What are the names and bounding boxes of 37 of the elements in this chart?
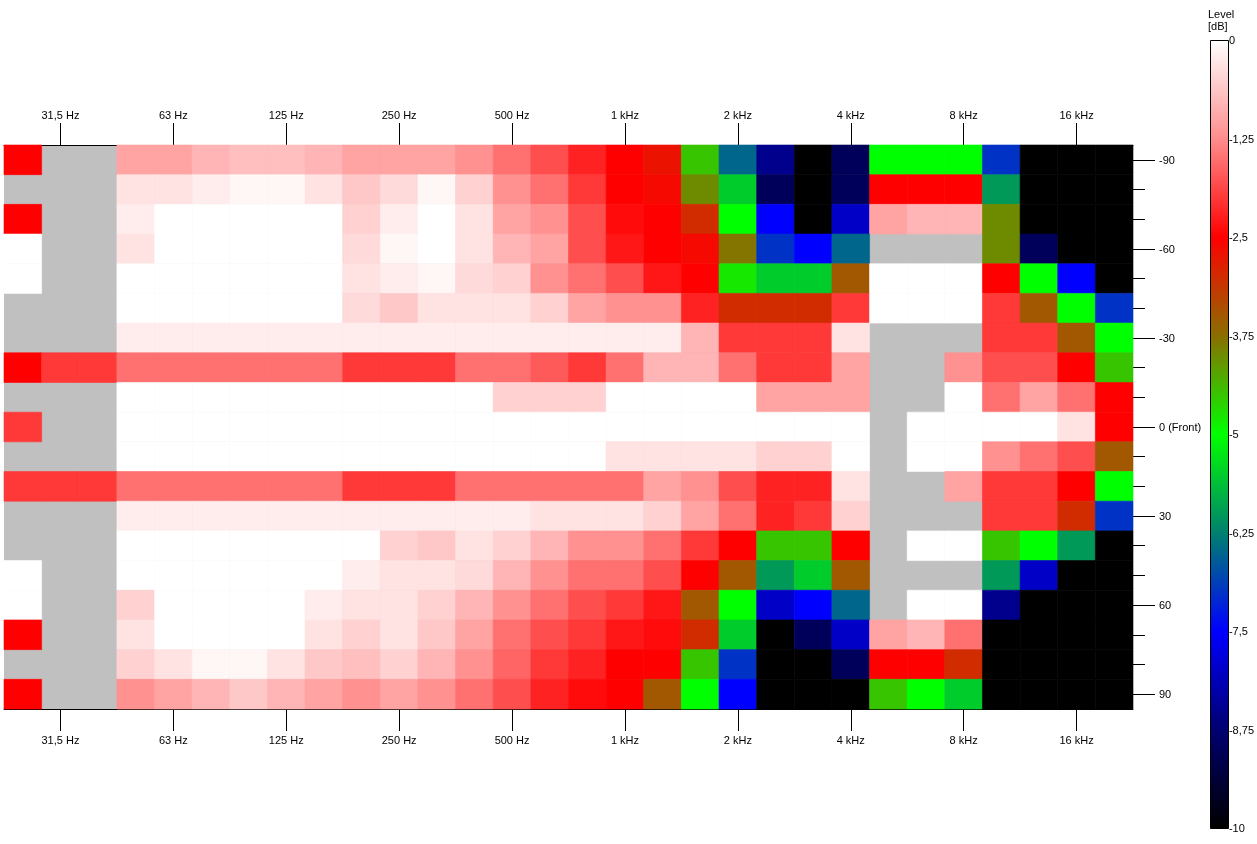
y-tick-label: 90 <box>1159 688 1172 701</box>
color-bar-label: -7,5 <box>1228 625 1248 637</box>
x-tick-label: 8 kHz <box>949 733 978 746</box>
y-tick-label: 30 <box>1159 510 1172 523</box>
color-bar-label: -2,5 <box>1228 231 1248 243</box>
x-tick-label: 4 kHz <box>836 733 865 746</box>
category-label: 125 Hz <box>268 108 304 121</box>
x-tick-label: 63 Hz <box>158 733 188 746</box>
x-tick-label: 1 kHz <box>610 733 640 746</box>
category-label: 63 Hz <box>158 108 188 121</box>
color-bar-label: -8,75 <box>1228 723 1255 736</box>
color-bar-title: Level [dB] <box>1208 8 1238 32</box>
x-tick-label: 500 Hz <box>494 733 530 746</box>
y-tick-label: -90 <box>1159 153 1175 166</box>
color-bar-label: 0 <box>1228 34 1236 46</box>
x-tick-label: 31,5 Hz <box>41 733 80 746</box>
color-bar-label: -3,75 <box>1228 329 1255 342</box>
color-bar-label: -10 <box>1228 822 1245 834</box>
x-tick-label: 250 Hz <box>381 733 417 746</box>
category-label: 8 kHz <box>949 108 978 121</box>
y-tick-label: -60 <box>1159 242 1175 255</box>
y-tick-label: -30 <box>1159 331 1175 344</box>
color-bar-label: -1,25 <box>1228 132 1255 145</box>
category-label: 1 kHz <box>610 108 640 121</box>
x-tick-label: 2 kHz <box>723 733 752 746</box>
color-bar-label: -6,25 <box>1228 526 1255 539</box>
category-label: 31,5 Hz <box>41 108 80 121</box>
y-tick-label: 60 <box>1159 599 1172 612</box>
color-bar-label: -5 <box>1228 428 1239 440</box>
x-tick-label: 16 kHz <box>1059 733 1094 746</box>
category-label: 250 Hz <box>381 108 417 121</box>
category-label: 4 kHz <box>836 108 865 121</box>
y-tick-label: 0 (Front) <box>1159 421 1202 433</box>
category-label: 500 Hz <box>494 108 530 121</box>
category-label: 2 kHz <box>723 108 752 121</box>
category-label: 16 kHz <box>1059 108 1094 121</box>
x-tick-label: 125 Hz <box>268 733 304 746</box>
